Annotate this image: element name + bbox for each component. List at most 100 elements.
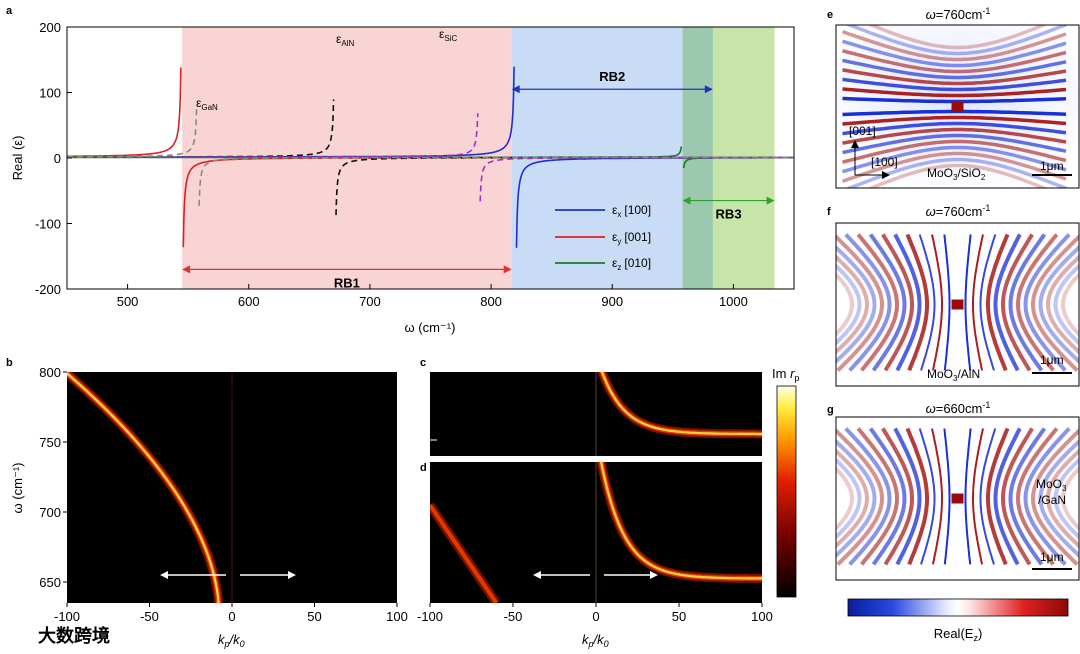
f-fringes-fringe-l-2 — [918, 234, 936, 371]
g-fringes-fringe-r-2 — [979, 428, 997, 565]
title-g: ω=660cm-1 — [926, 400, 991, 416]
y-tick-label-b-0: 800 — [39, 365, 61, 380]
dir-label-100-d: [100] — [612, 581, 639, 595]
g-fringes-fringe-l-11 — [836, 448, 870, 549]
x-tick-label-d-2: 0 — [592, 609, 599, 624]
annotation-aln: εAlN — [336, 32, 354, 48]
annotation-gan: εGaN — [196, 96, 218, 112]
y-axis-label-b: ω (cm⁻¹) — [10, 463, 25, 514]
title-d: 50nm MoO3/GaN — [645, 542, 747, 557]
g-fringes-fringe-r-0 — [964, 428, 972, 565]
legend-label-x: εx [100] — [612, 203, 651, 219]
scale-label-f: 1μm — [1040, 353, 1064, 367]
e-fringes-fringe-t-3 — [842, 68, 1067, 86]
x-tick-label-a-2: 700 — [359, 294, 381, 309]
material-g-line1: MoO3 — [1036, 477, 1067, 493]
x-tick-label-d-1: -50 — [504, 609, 523, 624]
frame-f — [835, 222, 1080, 387]
f-fringes-fringe-l-11 — [836, 254, 870, 355]
y-axis-label-a: Real (ε) — [10, 136, 25, 181]
f-fringes-fringe-l-1 — [931, 234, 943, 371]
title-f: ω=760cm-1 — [926, 203, 991, 219]
dispersion-curve-c — [595, 372, 762, 456]
colorbar-im-label: Im rp — [772, 366, 799, 383]
f-fringes-fringe-r-9 — [1030, 234, 1079, 372]
band-arrowhead-right-0 — [503, 265, 512, 274]
g-fringes-fringe-l-10 — [836, 438, 877, 559]
e-fringes-fringe-b-9 — [867, 163, 1048, 188]
panel-label-f: f — [827, 206, 831, 218]
y-tick-label-a-2: 0 — [54, 151, 61, 166]
y-tick-label-a-3: -100 — [35, 217, 61, 232]
e-fringes-fringe-b-3 — [842, 127, 1067, 145]
x-tick-label-a-5: 1000 — [719, 294, 748, 309]
g-fringes-fringe-l-0 — [943, 428, 951, 565]
e-fringes-fringe-t-4 — [842, 58, 1067, 80]
e-fringes-fringe-b-7 — [841, 151, 1067, 183]
e-fringes-fringe-t-5 — [842, 49, 1067, 74]
dir-label-100-b: [100] — [248, 581, 275, 595]
e-fringes-fringe-t-2 — [842, 77, 1067, 92]
watermark: 大数跨境 — [38, 625, 110, 646]
annotation-sic: εSiC — [439, 27, 457, 43]
g-fringes-fringe-l-5 — [881, 427, 914, 566]
band-label-rb1: RB1 — [334, 275, 360, 290]
e-fringes-fringe-b-6 — [842, 145, 1067, 174]
legend-label-z: εz [010] — [612, 256, 651, 272]
e-fringes-fringe-b-8 — [844, 157, 1067, 188]
dispersion-d-bulk-layer-1 — [430, 504, 499, 603]
e-fringes-fringe-t-7 — [841, 30, 1067, 62]
title-b: 50nm MoO3/SiO2 — [182, 386, 286, 401]
x-tick-label-d-3: 50 — [672, 609, 686, 624]
e-fringes-fringe-t-1 — [842, 87, 1067, 98]
g-fringes-fringe-l-12 — [836, 457, 862, 540]
f-fringes-fringe-l-12 — [836, 263, 862, 346]
f-fringes-fringe-r-13 — [1060, 271, 1079, 338]
x-tick-label-a-0: 500 — [117, 294, 139, 309]
f-fringes-source — [951, 299, 964, 310]
material-f: MoO3/AlN — [927, 367, 980, 383]
g-fringes-fringe-l-2 — [918, 428, 936, 565]
panel-label-b: b — [6, 357, 13, 369]
x-tick-label-d-0: -100 — [417, 609, 443, 624]
f-fringes-fringe-r-3 — [986, 233, 1010, 372]
x-tick-label-b-3: 50 — [307, 609, 321, 624]
x-tick-label-b-2: 0 — [228, 609, 235, 624]
f-fringes-fringe-l-10 — [836, 244, 877, 365]
colorbar-field-label: Real(Ez) — [934, 626, 983, 643]
series-5-segment-1 — [198, 156, 794, 206]
x-tick-label-d-4: 100 — [751, 609, 773, 624]
e-fringes-source — [951, 101, 964, 112]
g-fringes-fringe-r-9 — [1030, 428, 1079, 566]
material-g-line2: /GaN — [1038, 493, 1066, 507]
series-5-segment-0 — [67, 108, 198, 158]
g-fringes-source — [951, 493, 964, 504]
g-fringes-fringe-r-5 — [1001, 427, 1034, 566]
axis-label-001-e: [001] — [849, 124, 876, 138]
f-fringes-fringe-r-4 — [993, 233, 1022, 372]
f-fringes-fringe-r-12 — [1053, 263, 1079, 346]
g-fringes-fringe-l-9 — [836, 428, 885, 566]
f-fringes-fringe-l-4 — [893, 233, 922, 372]
y-tick-label-b-3: 650 — [39, 575, 61, 590]
dir-label-001-d: [001] — [548, 581, 575, 595]
dir-arrowhead-100-b — [288, 571, 296, 579]
region-php: PhP — [137, 474, 162, 489]
f-fringes-fringe-l-6 — [868, 233, 907, 372]
y-tick-label-a-1: 100 — [39, 86, 61, 101]
g-fringes-fringe-r-12 — [1053, 457, 1079, 540]
band-arrowhead-left-2 — [682, 196, 691, 205]
f-fringes-fringe-l-0 — [943, 234, 951, 371]
frame-g — [835, 416, 1080, 581]
series-1-segment-0 — [67, 67, 182, 158]
panel-label-d: d — [420, 462, 427, 474]
g-fringes-fringe-r-11 — [1045, 448, 1079, 549]
scale-label-e: 1μm — [1040, 159, 1064, 173]
f-fringes-fringe-l-9 — [836, 234, 885, 372]
f-fringes-fringe-r-0 — [964, 234, 972, 371]
y-tick-label-a-4: -200 — [35, 282, 61, 297]
f-fringes-fringe-r-11 — [1045, 254, 1079, 355]
e-fringes-fringe-t-9 — [867, 25, 1048, 50]
g-fringes-fringe-r-13 — [1060, 465, 1079, 532]
